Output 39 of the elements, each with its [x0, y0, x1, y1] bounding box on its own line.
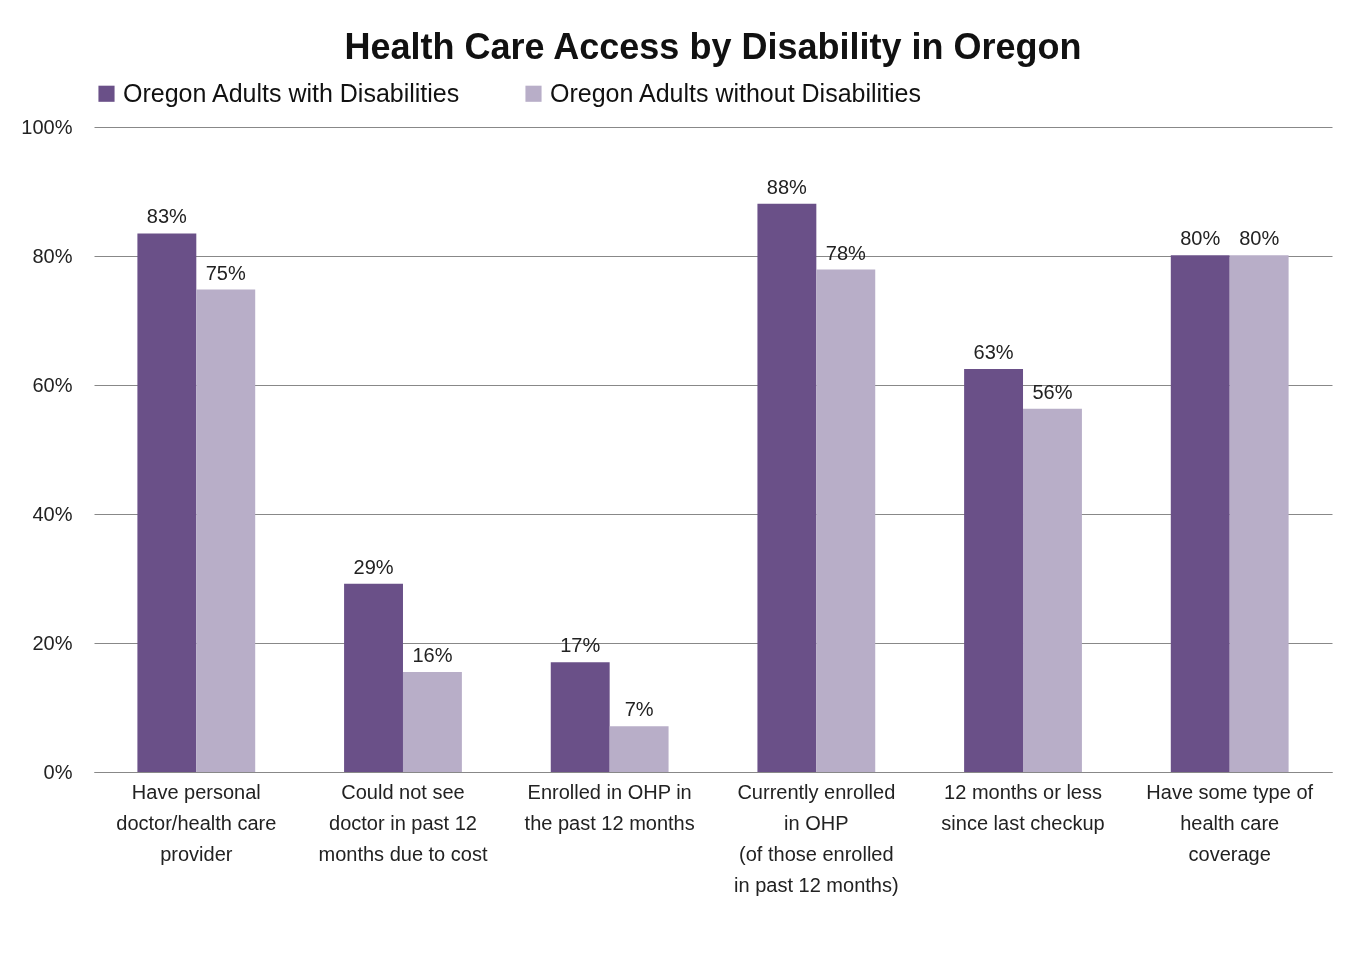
- data-label: 17%: [560, 634, 601, 657]
- y-tick-label: 60%: [32, 373, 73, 396]
- y-tick-label: 80%: [32, 244, 73, 267]
- x-tick-label: Could not see doctor in past 12 months due to cost: [318, 780, 488, 865]
- bar: [402, 672, 462, 772]
- bar: [196, 289, 256, 772]
- bar: [344, 583, 403, 772]
- y-tick-label: 40%: [32, 502, 73, 525]
- x-tick-label: 12 months or less since last checkup: [941, 780, 1105, 834]
- data-label: 83%: [146, 205, 188, 228]
- bar: [550, 662, 610, 772]
- bar: [1170, 255, 1230, 772]
- bar: [757, 203, 817, 772]
- data-label: 63%: [973, 340, 1014, 363]
- data-label: 75%: [205, 261, 246, 284]
- bar: [609, 726, 669, 772]
- y-tick-label: 100%: [21, 115, 73, 138]
- bar: [816, 269, 876, 772]
- data-label: 56%: [1032, 380, 1073, 403]
- data-label: 88%: [766, 175, 808, 198]
- chart-title: Health Care Access by Disability in Oregon: [344, 26, 1082, 67]
- data-label: 7%: [624, 698, 654, 721]
- bar: [964, 368, 1024, 772]
- data-label: 78%: [825, 241, 867, 264]
- legend-label: Oregon Adults with Disabilities: [123, 78, 460, 107]
- x-tick-label: Have personal doctor/health care provider: [116, 780, 277, 865]
- x-tick-label: Currently enrolled in OHP (of those enrolled in past 12 months): [734, 780, 899, 896]
- legend-label: Oregon Adults without Disabilities: [550, 78, 922, 107]
- bar: [137, 233, 197, 772]
- data-label: 16%: [412, 644, 453, 667]
- x-tick-label: Have some type of health care coverage: [1146, 780, 1314, 865]
- data-label: 80%: [1180, 227, 1221, 250]
- data-label: 80%: [1239, 227, 1280, 250]
- y-tick-label: 20%: [32, 631, 73, 654]
- bar: [1023, 408, 1082, 772]
- data-label: 29%: [353, 555, 394, 578]
- bar: [1229, 255, 1289, 772]
- x-tick-label: Enrolled in OHP in the past 12 months: [524, 780, 695, 834]
- y-tick-label: 0%: [43, 760, 73, 783]
